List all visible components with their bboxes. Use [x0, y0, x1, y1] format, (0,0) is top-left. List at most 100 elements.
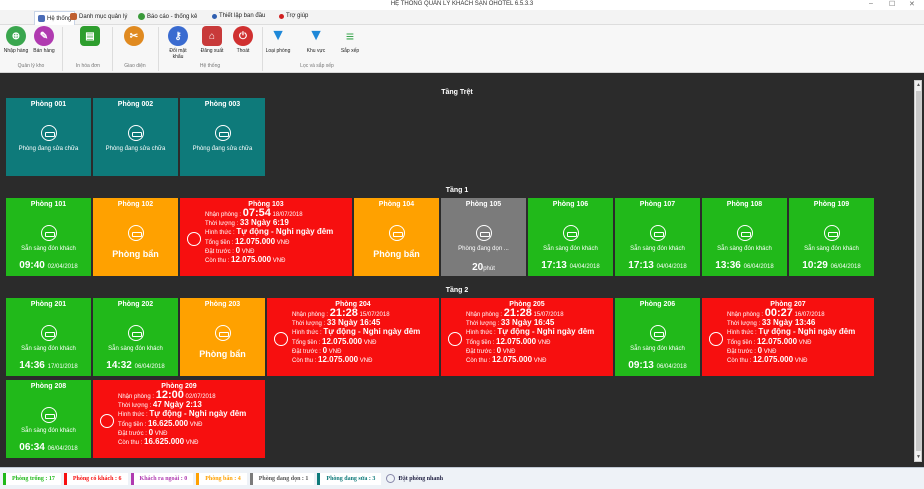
divider	[112, 27, 113, 71]
status-bar: Phòng trống : 17 Phòng có khách : 6 Khác…	[0, 467, 924, 489]
quick-book-label: Đặt phòng nhanh	[398, 475, 444, 482]
room-status: Phòng bẩn	[373, 249, 420, 259]
remain: 12.075.000	[231, 255, 272, 265]
room-card-107[interactable]: Phòng 107 Sẵn sàng đón khách 17:13 04/04/2…	[615, 198, 700, 276]
room-card-003[interactable]: Phòng 003 Phòng đang sửa chữa	[180, 98, 265, 176]
filter-icon: ▼	[308, 27, 324, 44]
room-name: Phòng 001	[30, 101, 67, 108]
checkin-label: Nhận phòng :	[118, 394, 155, 400]
checkin-time: 07:54	[242, 207, 271, 219]
divider	[158, 27, 159, 71]
room-card-208[interactable]: Phòng 208 Sẵn sàng đón khách 06:34 06/04/2…	[6, 380, 91, 458]
bed-icon	[40, 407, 57, 423]
sap-xep-button[interactable]: ≡ Sắp xếp	[336, 26, 364, 54]
ready-time: 13:36 06/04/2018	[702, 260, 787, 271]
ready-time: 17:13 04/04/2018	[528, 260, 613, 271]
giao-dien-button[interactable]: ✂	[120, 26, 148, 48]
room-card-206[interactable]: Phòng 206 Sẵn sàng đón khách 09:13 06/04/2…	[615, 298, 700, 376]
room-card-207[interactable]: Phòng 207 Nhận phòng : 00:27 16/07/2018 …	[702, 298, 874, 376]
form: Tự động - Nghỉ ngày đêm	[323, 327, 421, 337]
form: Tự động - Nghỉ ngày đêm	[497, 327, 595, 337]
menu-bao-cao[interactable]: Báo cáo - thống kê	[138, 13, 197, 20]
ban-hang-button[interactable]: ✎ Bán hàng	[30, 26, 58, 54]
room-card-104[interactable]: Phòng 104 Phòng bẩn	[354, 198, 439, 276]
menu-label: Hệ thống	[47, 15, 72, 22]
minimize-button[interactable]: –	[869, 0, 873, 7]
button-label: Nhập hàng	[3, 48, 29, 54]
lock-icon: ⌂	[202, 26, 222, 46]
close-button[interactable]: ✕	[909, 1, 915, 8]
room-card-101[interactable]: Phòng 101 Sẵn sàng đón khách 09:40 02/04/2…	[6, 198, 91, 276]
room-card-109[interactable]: Phòng 109 Sẵn sàng đón khách 10:29 06/04/2…	[789, 198, 874, 276]
quick-book-button[interactable]: Đặt phòng nhanh	[386, 474, 443, 483]
date: 06/04/2018	[656, 364, 687, 370]
legend-dirty[interactable]: Phòng bẩn : 4	[196, 472, 247, 485]
legend-repair[interactable]: Phòng đang sửa : 3	[317, 472, 382, 485]
thoat-button[interactable]: ⏻ Thoát	[229, 26, 257, 54]
room-card-204[interactable]: Phòng 204 Nhận phòng : 21:28 15/07/2018 …	[267, 298, 439, 376]
time: 17:13	[541, 260, 567, 271]
room-card-105[interactable]: Phòng 105 Phòng đang dọn ... 20phút	[441, 198, 526, 276]
currency: VNĐ	[272, 258, 286, 265]
room-card-106[interactable]: Phòng 106 Sẵn sàng đón khách 17:13 04/04/2…	[528, 198, 613, 276]
button-label: Thoát	[236, 48, 250, 54]
room-card-201[interactable]: Phòng 201 Sẵn sàng đón khách 14:36 17/01/2…	[6, 298, 91, 376]
menu-danh-muc[interactable]: Danh mục quản lý	[70, 13, 127, 20]
prepaid-label: Đặt trước :	[292, 348, 321, 355]
scroll-up-icon[interactable]: ▲	[916, 82, 921, 88]
room-name: Phòng 104	[378, 201, 415, 208]
time: 17:13	[628, 260, 654, 271]
basket-icon: ⊕	[6, 26, 26, 46]
khu-vuc-button[interactable]: ▼ Khu vực	[302, 26, 330, 54]
legend-cleaning[interactable]: Phòng đang dọn : 1	[249, 472, 315, 485]
menu-tro-giup[interactable]: Trợ giúp	[279, 13, 308, 19]
date: 06/04/2018	[134, 364, 165, 370]
room-card-205[interactable]: Phòng 205 Nhận phòng : 21:28 15/07/2018 …	[441, 298, 613, 376]
menu-label: Trợ giúp	[286, 13, 309, 19]
room-status: Phòng đang sửa chữa	[18, 146, 79, 152]
room-card-102[interactable]: Phòng 102 Phòng bẩn	[93, 198, 178, 276]
bed-icon	[100, 414, 114, 428]
total: 12.075.000	[757, 336, 798, 346]
total-label: Tổng tiền :	[205, 239, 234, 246]
checkin-date: 15/07/2018	[359, 312, 390, 318]
room-status: Sẵn sàng đón khách	[804, 246, 859, 252]
room-card-002[interactable]: Phòng 002 Phòng đang sửa chữa	[93, 98, 178, 176]
dang-xuat-button[interactable]: ⌂ Đăng xuất	[198, 26, 226, 54]
checkin-date: 15/07/2018	[533, 312, 564, 318]
room-card-108[interactable]: Phòng 108 Sẵn sàng đón khách 13:36 06/04/2…	[702, 198, 787, 276]
in-hoa-don-button[interactable]: ▤	[76, 26, 104, 48]
legend-empty[interactable]: Phòng trống : 17	[3, 472, 61, 485]
time: 06:34	[19, 442, 45, 453]
menu-thiet-lap[interactable]: Thiết lập ban đầu	[212, 13, 265, 19]
date: 04/04/2018	[656, 264, 687, 270]
checkin-date: 16/07/2018	[794, 312, 825, 318]
form: Tự động - Nghỉ ngày đêm	[236, 227, 334, 237]
room-card-103[interactable]: Phòng 103 Nhận phòng : 07:54 18/07/2018 …	[180, 198, 352, 276]
ready-time: 14:32 06/04/2018	[93, 360, 178, 371]
legend-occupied[interactable]: Phòng có khách : 6	[63, 472, 128, 485]
loai-phong-button[interactable]: ▼ Loại phòng	[264, 26, 292, 54]
ribbon: ⊕ Nhập hàng ✎ Bán hàng ▤ ✂ ⚷ Đổi mật khẩu ⌂…	[0, 25, 924, 73]
remain-label: Còn thu :	[118, 440, 143, 447]
duration-label: Thời lượng :	[292, 321, 326, 328]
date: 04/04/2018	[569, 264, 600, 270]
legend-out[interactable]: Khách ra ngoài : 0	[130, 472, 194, 485]
room-card-001[interactable]: Phòng 001 Phòng đang sửa chữa	[6, 98, 91, 176]
room-card-203[interactable]: Phòng 203 Phòng bẩn	[180, 298, 265, 376]
maximize-button[interactable]: ☐	[889, 1, 896, 8]
currency: VNĐ	[276, 239, 290, 246]
time: 14:32	[106, 360, 132, 371]
doi-mat-khau-button[interactable]: ⚷ Đổi mật khẩu	[164, 26, 192, 60]
room-name: Phòng 204	[335, 301, 371, 308]
scroll-thumb[interactable]	[916, 91, 921, 451]
room-status: Sẵn sàng đón khách	[21, 346, 76, 352]
scroll-down-icon[interactable]: ▼	[916, 454, 921, 460]
divider	[62, 27, 63, 71]
room-card-209[interactable]: Phòng 209 Nhận phòng : 12:00 02/07/2018 …	[93, 380, 265, 458]
bed-icon	[127, 225, 144, 241]
vertical-scrollbar[interactable]: ▲ ▼	[914, 80, 922, 462]
nhap-hang-button[interactable]: ⊕ Nhập hàng	[2, 26, 30, 54]
remain: 12.075.000	[492, 355, 533, 365]
room-card-202[interactable]: Phòng 202 Sẵn sàng đón khách 14:32 06/04/2…	[93, 298, 178, 376]
